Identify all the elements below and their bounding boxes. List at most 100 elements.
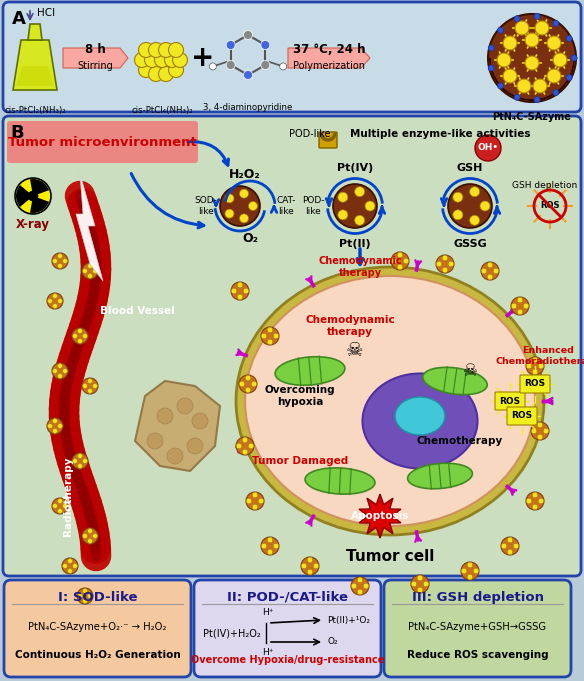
Circle shape xyxy=(62,563,68,569)
Circle shape xyxy=(473,568,479,574)
Circle shape xyxy=(267,537,273,543)
Circle shape xyxy=(138,63,154,78)
Circle shape xyxy=(267,339,273,345)
Text: POD-like: POD-like xyxy=(289,129,331,139)
Text: PtN₄C-SAzyme: PtN₄C-SAzyme xyxy=(492,112,571,122)
Circle shape xyxy=(144,52,159,67)
Circle shape xyxy=(532,358,538,363)
Circle shape xyxy=(231,282,249,300)
Circle shape xyxy=(498,27,503,33)
Circle shape xyxy=(28,191,38,201)
Text: A: A xyxy=(12,10,26,28)
Circle shape xyxy=(47,298,53,304)
Text: +: + xyxy=(192,44,215,72)
Circle shape xyxy=(82,599,88,603)
Circle shape xyxy=(566,74,572,80)
Text: ROS: ROS xyxy=(512,411,533,420)
Circle shape xyxy=(82,378,98,394)
Circle shape xyxy=(15,178,51,214)
Circle shape xyxy=(532,492,538,498)
Circle shape xyxy=(88,594,92,599)
Circle shape xyxy=(226,40,235,50)
Circle shape xyxy=(57,298,62,304)
Circle shape xyxy=(88,388,92,394)
Circle shape xyxy=(239,189,249,198)
Circle shape xyxy=(532,504,538,510)
Circle shape xyxy=(244,71,252,80)
Text: 8 h: 8 h xyxy=(85,43,106,56)
Circle shape xyxy=(363,583,369,589)
Text: Pt(IV)+H₂O₂: Pt(IV)+H₂O₂ xyxy=(203,628,261,638)
Circle shape xyxy=(92,268,98,274)
Circle shape xyxy=(72,453,88,469)
Circle shape xyxy=(526,498,532,504)
Text: O₂: O₂ xyxy=(327,637,338,646)
Text: Tumor Damaged: Tumor Damaged xyxy=(252,456,348,466)
Circle shape xyxy=(237,294,243,300)
Circle shape xyxy=(307,569,313,575)
Circle shape xyxy=(72,328,88,344)
Circle shape xyxy=(147,433,163,449)
Circle shape xyxy=(525,56,539,70)
Wedge shape xyxy=(30,196,49,213)
Circle shape xyxy=(251,381,257,387)
Circle shape xyxy=(501,537,519,555)
Circle shape xyxy=(470,215,479,225)
Polygon shape xyxy=(63,48,128,68)
Circle shape xyxy=(47,293,63,309)
FancyBboxPatch shape xyxy=(384,580,571,677)
Text: Enhanced
Chemoradiotherapy: Enhanced Chemoradiotherapy xyxy=(495,347,584,366)
Circle shape xyxy=(82,533,88,539)
Circle shape xyxy=(53,503,57,509)
Text: CAT-
like: CAT- like xyxy=(276,196,296,216)
Circle shape xyxy=(267,549,273,555)
Circle shape xyxy=(526,357,544,375)
FancyBboxPatch shape xyxy=(495,392,525,410)
Circle shape xyxy=(244,31,252,39)
Circle shape xyxy=(88,539,92,543)
Circle shape xyxy=(301,563,307,569)
Circle shape xyxy=(280,63,287,70)
Circle shape xyxy=(53,368,57,373)
Circle shape xyxy=(172,52,187,67)
FancyBboxPatch shape xyxy=(520,375,550,393)
Circle shape xyxy=(72,563,78,569)
Circle shape xyxy=(354,187,364,197)
FancyBboxPatch shape xyxy=(507,407,537,425)
Text: Pt(II)+¹O₂: Pt(II)+¹O₂ xyxy=(327,616,370,624)
Circle shape xyxy=(534,97,540,103)
Text: Blood Vessel: Blood Vessel xyxy=(100,306,175,316)
Circle shape xyxy=(442,255,448,261)
Circle shape xyxy=(53,419,57,424)
Text: Continuous H₂O₂ Generation: Continuous H₂O₂ Generation xyxy=(15,650,180,660)
Text: Reduce ROS scavenging: Reduce ROS scavenging xyxy=(406,650,548,660)
Circle shape xyxy=(301,557,319,575)
Circle shape xyxy=(57,509,62,513)
Circle shape xyxy=(553,53,567,67)
Circle shape xyxy=(397,252,403,258)
Circle shape xyxy=(338,210,348,220)
Circle shape xyxy=(417,587,423,592)
Circle shape xyxy=(513,543,519,549)
Circle shape xyxy=(547,69,561,83)
Circle shape xyxy=(62,368,68,373)
Circle shape xyxy=(57,364,62,368)
Text: POD-
like: POD- like xyxy=(302,196,324,216)
Text: GSH depletion: GSH depletion xyxy=(512,182,577,191)
Circle shape xyxy=(237,282,243,288)
Circle shape xyxy=(553,20,559,27)
Polygon shape xyxy=(28,24,42,40)
Circle shape xyxy=(177,398,193,414)
Circle shape xyxy=(475,135,501,161)
Polygon shape xyxy=(76,174,103,281)
Circle shape xyxy=(487,262,493,268)
Circle shape xyxy=(68,558,72,563)
Circle shape xyxy=(488,65,494,71)
Circle shape xyxy=(252,504,258,510)
Circle shape xyxy=(236,437,254,455)
Ellipse shape xyxy=(408,463,472,489)
Circle shape xyxy=(236,443,242,449)
Circle shape xyxy=(53,304,57,308)
Circle shape xyxy=(82,268,88,274)
Circle shape xyxy=(57,253,62,259)
